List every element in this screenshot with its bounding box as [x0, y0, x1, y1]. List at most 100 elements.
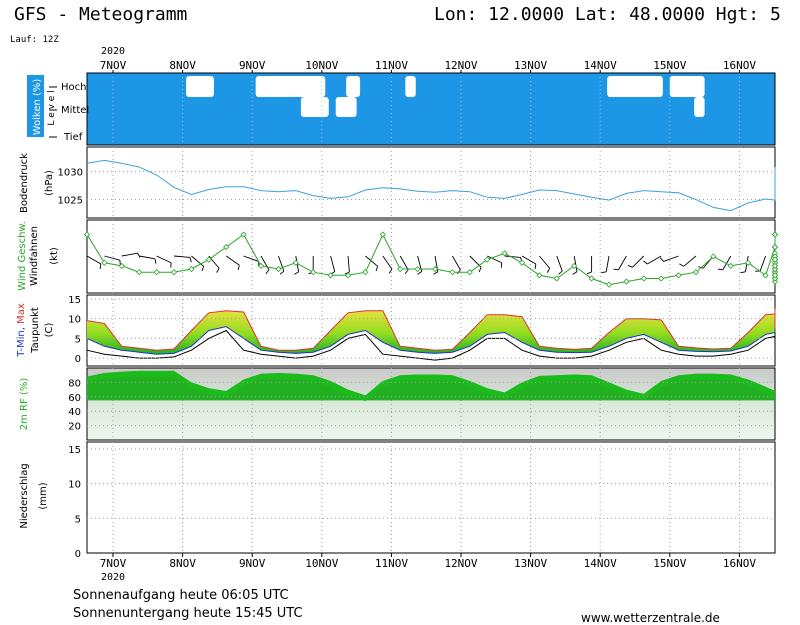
precipitation-plot-area: [86, 441, 776, 554]
sunset-text: Sonnenuntergang heute 15:45 UTC: [73, 606, 303, 621]
wind-barb-feather: [601, 271, 607, 274]
wind-speed-marker: [466, 269, 473, 276]
wind-speed-marker: [310, 269, 317, 276]
wind-speed-marker: [118, 262, 125, 269]
precipitation-ylabel: Niederschlag: [19, 463, 30, 528]
wind-speed-marker: [771, 244, 779, 251]
wind-speed-marker: [484, 256, 491, 263]
pressure-tick-label: 1025: [58, 196, 83, 207]
cloud-ylabel-bg: [27, 75, 44, 137]
wind-barb-staff: [330, 255, 336, 272]
wind-barb-staff: [277, 255, 285, 272]
website-credit: www.wetterzentrale.de: [581, 611, 720, 625]
top-date-label: 14NOV: [584, 59, 617, 72]
wind-speed-marker: [727, 262, 734, 269]
wind-speed-markers: [83, 231, 779, 288]
humidity-tick-label: 40: [68, 407, 81, 418]
wind-speed-marker: [205, 256, 212, 263]
humidity-tick-label: 20: [68, 422, 81, 433]
bottom-date-label: 9NOV: [239, 557, 266, 570]
precipitation-y-ticks: 0 5 10 15: [68, 445, 775, 560]
wind-speed-marker: [771, 231, 779, 238]
wind-speed-marker: [571, 262, 578, 269]
wind-barb-staff: [139, 255, 156, 260]
wind-barb-feather: [119, 260, 121, 266]
wind-barb-staff: [487, 255, 502, 264]
wind-barb-feather: [189, 257, 192, 263]
wind-barb-staff: [225, 255, 240, 266]
wind-barb-staff: [104, 255, 120, 261]
cloud-clear-patches: [186, 76, 705, 117]
wind-barb-staff: [759, 255, 767, 272]
temperature-tick-label: 0: [75, 354, 81, 365]
pressure-line: [86, 159, 776, 212]
year-label-bottom: 2020: [101, 572, 125, 583]
humidity-top-band: [87, 370, 775, 402]
run-time: Lauf: 12Z: [10, 35, 59, 45]
wind-speed-marker: [240, 231, 247, 238]
temperature-tick-label: 15: [68, 295, 81, 306]
dewpoint-ylabel: Taupunkt: [30, 307, 41, 354]
bottom-date-label: 11NOV: [375, 557, 408, 570]
wind-barb-staff: [647, 255, 662, 265]
wind-speed-marker: [771, 272, 779, 279]
wind-speed-marker: [275, 265, 282, 273]
bottom-date-label: 13NOV: [514, 557, 547, 570]
wind-speed-marker: [83, 231, 91, 238]
wind-barb-staff: [663, 255, 679, 262]
precipitation-tick-label: 10: [68, 480, 81, 491]
temperature-y-ticks: 0 5 10 15: [68, 295, 775, 365]
wind-speed-marker: [658, 275, 665, 282]
top-date-label: 9NOV: [239, 59, 266, 72]
wind-speed-marker: [605, 281, 613, 288]
wind-ylabel-barbs: Windfahnen: [29, 226, 40, 286]
wind-barb-feather: [404, 269, 409, 275]
wind-speed-marker: [414, 265, 421, 273]
wind-barb-staff: [618, 255, 627, 271]
wind-speed-marker: [771, 256, 779, 263]
model-title: GFS - Meteogramm: [14, 4, 187, 25]
wind-speed-marker: [397, 265, 404, 273]
wind-barb-feather: [417, 271, 423, 275]
wind-barb-feather: [279, 270, 285, 275]
wind-barb-feather: [740, 271, 746, 274]
wind-barb-staff: [556, 255, 563, 272]
clear-sky-patch: [694, 97, 705, 117]
year-label-top: 2020: [101, 46, 125, 57]
pressure-ylabel: Bodendruck: [19, 153, 30, 213]
level-low-label: Tief: [63, 132, 83, 143]
bottom-date-label: 10NOV: [305, 557, 338, 570]
temperature-unit: (C): [44, 323, 55, 338]
clear-sky-patch: [255, 76, 326, 97]
wind-barb-feather: [201, 266, 205, 272]
wind-speed-marker: [640, 275, 647, 282]
temperature-plot-area: [86, 294, 776, 367]
wind-barb-feather: [643, 260, 648, 265]
bottom-date-label: 8NOV: [169, 557, 196, 570]
wind-unit: (kt): [49, 247, 60, 265]
wind-speed-marker: [170, 269, 178, 276]
cloud-ylabel: Wolken (%): [32, 79, 43, 136]
wind-speed-marker: [588, 275, 595, 282]
wind-plot-area: [86, 219, 776, 294]
wind-speed-marker: [518, 259, 526, 266]
wind-speed-marker: [327, 272, 334, 279]
wind-barb-feather: [627, 264, 633, 268]
wind-barb-feather: [613, 268, 619, 271]
wind-speed-marker: [675, 272, 682, 279]
top-date-label: 13NOV: [514, 59, 547, 72]
pressure-y-ticks: 1025 1030: [58, 168, 775, 207]
pressure-plot-area: [86, 146, 776, 219]
wind-barb-feather: [659, 257, 664, 262]
top-date-label: 12NOV: [444, 59, 477, 72]
wind-speed-marker: [257, 262, 265, 269]
wind-barb-staff: [504, 255, 521, 258]
wind-barb-feather: [137, 252, 141, 258]
bottom-date-ticks: 7NOV 8NOV 9NOV 10NOV 11NOV 12NOV 13NOV 14NOV 15N…: [100, 553, 756, 570]
wind-speed-marker: [501, 250, 508, 257]
wind-barb-staff: [632, 255, 645, 268]
clear-sky-patch: [300, 97, 329, 117]
location-info: Lon: 12.0000 Lat: 48.0000 Hgt: 5: [434, 4, 781, 25]
cloud-panel: Hoch Mittel Tief Wolken (%) L e v e l: [27, 72, 776, 146]
